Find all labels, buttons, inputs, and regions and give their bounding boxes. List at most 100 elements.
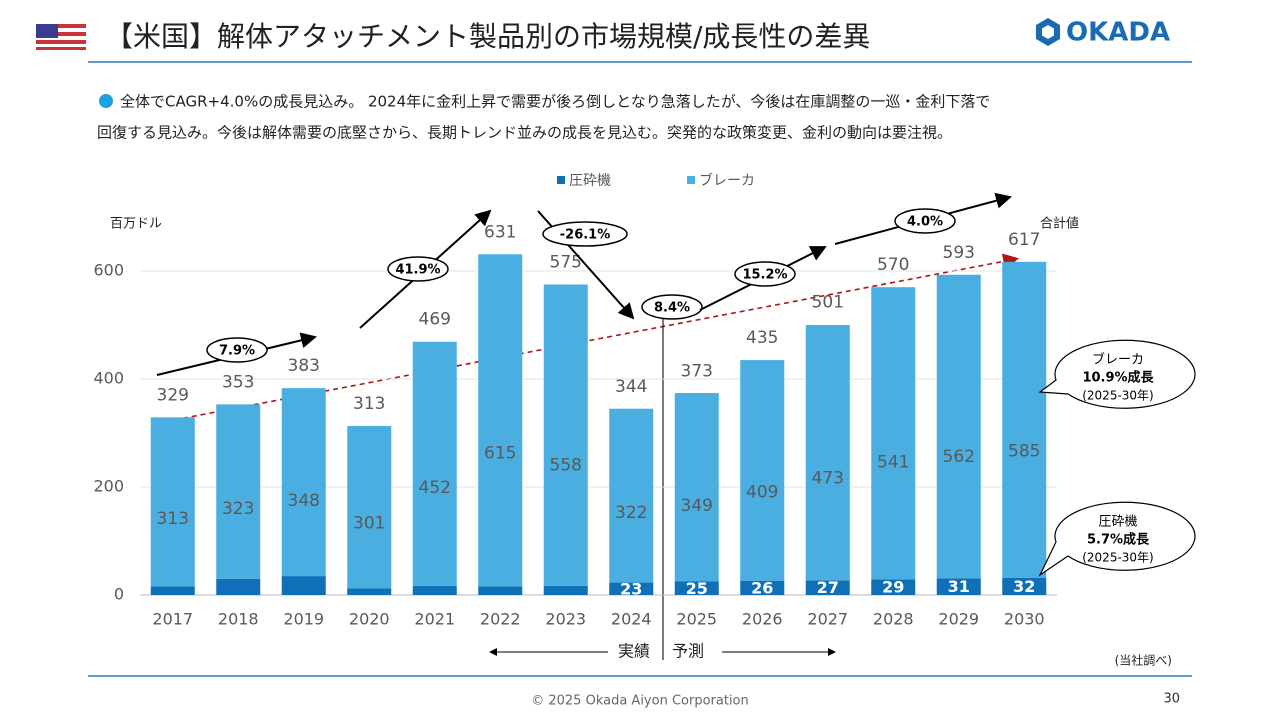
value-label: 452 bbox=[419, 478, 451, 498]
x-tick-label: 2027 bbox=[807, 610, 848, 629]
x-tick-label: 2023 bbox=[545, 610, 586, 629]
growth-label: 8.4% bbox=[654, 301, 690, 316]
bar-segment bbox=[478, 586, 523, 595]
title: 【米国】解体アタッチメント製品別の市場規模/成長性の差異 bbox=[105, 20, 870, 53]
bar-segment bbox=[674, 581, 719, 595]
value-label: 349 bbox=[681, 496, 713, 516]
value-label: 301 bbox=[353, 514, 385, 534]
y-axis-label: 百万ドル bbox=[110, 217, 162, 232]
bar-segment bbox=[216, 404, 261, 579]
total-value: 593 bbox=[943, 243, 975, 263]
x-tick-label: 2026 bbox=[742, 610, 783, 629]
growth-label: 4.0% bbox=[907, 215, 943, 230]
value-label: 348 bbox=[288, 491, 320, 511]
callout-text: (2025-30年) bbox=[1082, 389, 1154, 403]
total-value: 435 bbox=[746, 328, 778, 348]
value-label: 541 bbox=[877, 452, 909, 472]
bar-segment bbox=[281, 576, 326, 595]
trend-line bbox=[173, 253, 1020, 421]
copyright: © 2025 Okada Aiyon Corporation bbox=[531, 694, 749, 709]
growth-bubble bbox=[734, 261, 796, 287]
bar-segment bbox=[543, 284, 588, 586]
growth-bubble bbox=[542, 221, 628, 247]
total-value: 617 bbox=[1008, 230, 1040, 250]
legend-label: 圧砕機 bbox=[569, 173, 611, 189]
total-value: 344 bbox=[615, 377, 647, 397]
value-label: 32 bbox=[1013, 577, 1035, 596]
headline: 回復する見込み。今後は解体需要の底堅さから、長期トレンド並みの成長を見込む。突発… bbox=[97, 124, 952, 142]
callout-text: 圧砕機 bbox=[1098, 515, 1137, 530]
bar-segment bbox=[412, 341, 457, 586]
total-value: 329 bbox=[157, 385, 189, 405]
total-value: 353 bbox=[222, 372, 254, 392]
bar-segment bbox=[674, 393, 719, 582]
legend-label: ブレーカ bbox=[699, 172, 755, 189]
bar-segment bbox=[871, 579, 916, 595]
value-label: 323 bbox=[222, 499, 254, 519]
bullet bbox=[99, 94, 113, 108]
legend-swatch bbox=[687, 176, 695, 184]
logo-mark-inner bbox=[1042, 25, 1054, 39]
growth-bubble bbox=[206, 337, 268, 363]
value-label: 322 bbox=[615, 503, 647, 523]
value-label: 585 bbox=[1008, 441, 1040, 461]
total-label: 合計値 bbox=[1040, 216, 1079, 232]
total-value: 469 bbox=[419, 310, 451, 330]
callout-text: 5.7%成長 bbox=[1087, 532, 1150, 548]
actual-label: 実績 bbox=[618, 642, 650, 661]
forecast-label: 予測 bbox=[672, 642, 704, 661]
x-tick-label: 2029 bbox=[938, 610, 979, 629]
flag bbox=[36, 24, 86, 50]
growth-label: 7.9% bbox=[219, 344, 255, 359]
bar-segment bbox=[1002, 577, 1047, 595]
total-value: 575 bbox=[550, 253, 582, 273]
bar-segment bbox=[936, 578, 981, 595]
value-label: 313 bbox=[157, 509, 189, 529]
x-tick-label: 2024 bbox=[611, 610, 652, 629]
legend-swatch bbox=[557, 176, 565, 184]
x-tick-label: 2020 bbox=[349, 610, 390, 629]
value-label: 25 bbox=[686, 579, 708, 598]
value-label: 562 bbox=[943, 447, 975, 467]
bar-segment bbox=[281, 388, 326, 577]
value-label: 615 bbox=[484, 444, 516, 464]
total-value: 570 bbox=[877, 255, 909, 275]
x-tick-label: 2019 bbox=[283, 610, 324, 629]
bar-segment bbox=[1002, 261, 1047, 578]
total-value: 631 bbox=[484, 222, 516, 242]
bar-segment bbox=[740, 580, 785, 595]
bar-segment bbox=[936, 274, 981, 579]
value-label: 23 bbox=[620, 579, 642, 598]
growth-label: -26.1% bbox=[560, 228, 611, 243]
growth-bubble bbox=[387, 256, 449, 282]
x-tick-label: 2028 bbox=[873, 610, 914, 629]
value-label: 558 bbox=[550, 455, 582, 475]
value-label: 27 bbox=[817, 578, 839, 597]
growth-label: 41.9% bbox=[395, 263, 440, 278]
bar-segment bbox=[412, 585, 457, 595]
total-value: 383 bbox=[288, 356, 320, 376]
bar-segment bbox=[805, 325, 850, 581]
bar-segment bbox=[871, 287, 916, 580]
growth-bubble bbox=[641, 294, 703, 320]
page-number: 30 bbox=[1163, 692, 1180, 707]
y-tick-label: 200 bbox=[93, 477, 124, 496]
total-value: 313 bbox=[353, 394, 385, 414]
y-tick-label: 600 bbox=[93, 261, 124, 280]
growth-label: 15.2% bbox=[742, 268, 787, 283]
bar-segment bbox=[543, 585, 588, 595]
y-tick-label: 400 bbox=[93, 369, 124, 388]
value-label: 31 bbox=[948, 577, 970, 596]
logo: OKADA bbox=[1066, 18, 1170, 48]
bar-segment bbox=[740, 360, 785, 581]
x-tick-label: 2021 bbox=[414, 610, 455, 629]
bar-segment bbox=[609, 582, 654, 595]
bar-segment bbox=[150, 586, 195, 595]
value-label: 473 bbox=[812, 468, 844, 488]
source: (当社調べ) bbox=[1115, 653, 1172, 668]
bar-segment bbox=[347, 588, 392, 595]
bar-segment bbox=[478, 254, 523, 587]
value-label: 409 bbox=[746, 483, 778, 503]
callout-text: ブレーカ bbox=[1092, 352, 1144, 368]
